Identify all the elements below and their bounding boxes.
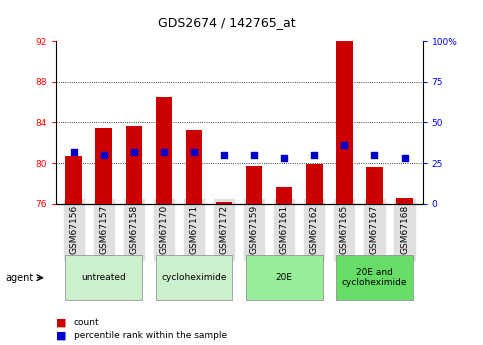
Text: GDS2674 / 142765_at: GDS2674 / 142765_at xyxy=(158,16,296,29)
Text: untreated: untreated xyxy=(81,273,126,282)
Text: agent: agent xyxy=(6,273,34,283)
Point xyxy=(190,149,198,155)
Point xyxy=(220,152,228,158)
Point xyxy=(160,149,168,155)
Bar xyxy=(396,198,413,204)
Bar xyxy=(96,128,112,204)
Bar xyxy=(156,97,172,204)
Bar xyxy=(126,126,142,204)
Point xyxy=(401,155,409,161)
Bar xyxy=(65,156,82,204)
Bar xyxy=(185,130,202,204)
Text: ■: ■ xyxy=(56,331,66,340)
Point xyxy=(130,149,138,155)
Text: percentile rank within the sample: percentile rank within the sample xyxy=(74,331,227,340)
Bar xyxy=(216,201,232,204)
Point xyxy=(311,152,318,158)
Bar xyxy=(306,164,323,204)
Point xyxy=(280,155,288,161)
Text: count: count xyxy=(74,318,99,327)
Text: cycloheximide: cycloheximide xyxy=(161,273,227,282)
Bar xyxy=(276,187,293,204)
Point xyxy=(250,152,258,158)
Bar xyxy=(336,41,353,204)
Text: ■: ■ xyxy=(56,318,66,327)
Point xyxy=(370,152,378,158)
Point xyxy=(341,142,348,148)
Point xyxy=(100,152,108,158)
Bar xyxy=(366,167,383,204)
Bar xyxy=(246,166,262,204)
Point xyxy=(70,149,77,155)
Text: 20E and
cycloheximide: 20E and cycloheximide xyxy=(342,268,407,287)
Text: 20E: 20E xyxy=(276,273,293,282)
